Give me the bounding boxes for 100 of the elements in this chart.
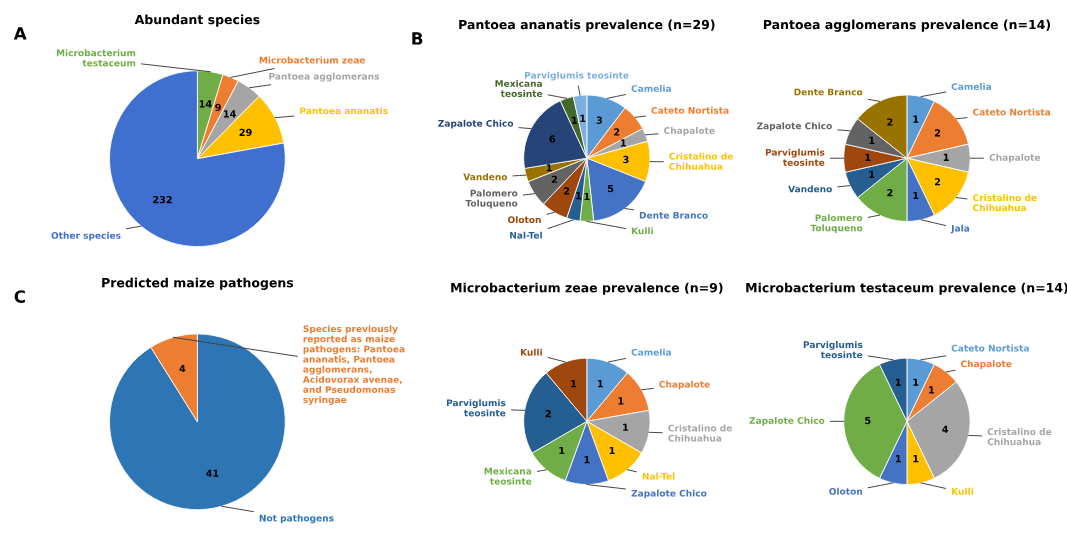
data-label: 1 <box>572 116 578 124</box>
data-label: 6 <box>549 135 556 143</box>
slice-label: Pantoea ananatis <box>300 107 388 115</box>
data-label: 1 <box>913 191 919 200</box>
slice-label: Vandeno <box>788 185 832 193</box>
data-label: 2 <box>614 128 620 136</box>
slice-label: Microbacterium zeae <box>259 56 366 64</box>
data-label: 2 <box>564 187 570 195</box>
chart-title: Microbacterium zeae prevalence (n=9) <box>451 282 723 295</box>
data-label: 1 <box>913 378 919 386</box>
slice-label: Oloton <box>829 487 863 495</box>
slice-label: Oloton <box>507 216 541 224</box>
data-label: 3 <box>623 155 629 164</box>
text: C <box>14 290 25 303</box>
slice-label: Other species <box>51 231 121 241</box>
data-label: 1 <box>865 153 871 161</box>
slice-label: Not pathogens <box>259 514 334 524</box>
slice-label: Zapalote Chico <box>631 489 707 499</box>
data-label: 1 <box>597 380 603 388</box>
slice-label: Camelia <box>631 348 671 356</box>
chart-title: Pantoea agglomerans prevalence (n=14) <box>763 19 1050 32</box>
slice-label: Parviglumis teosinte <box>765 148 825 166</box>
data-label: 1 <box>609 446 615 455</box>
data-label: 2 <box>887 118 893 126</box>
slice-label: Dente Branco <box>639 211 708 219</box>
data-label: 41 <box>206 469 219 477</box>
data-label: 14 <box>223 110 236 118</box>
slice-label: Parviglumis teosinte <box>446 399 506 417</box>
slice-label: Cristalino de Chihuahua <box>972 194 1037 212</box>
slice-label: Camelia <box>631 84 671 92</box>
data-label: 4 <box>942 425 949 433</box>
data-label: 1 <box>546 164 552 172</box>
slice-label: Cristalino de Chihuahua <box>987 428 1052 446</box>
data-label: 1 <box>580 114 586 122</box>
data-label: 1 <box>584 192 590 201</box>
data-label: 5 <box>607 184 614 193</box>
slice-label: Dente Branco <box>794 88 863 96</box>
slice-label: Zapalote Chico <box>756 122 832 132</box>
data-label: 1 <box>869 170 875 178</box>
slice-label: Chapalote <box>989 153 1041 163</box>
data-label: 9 <box>215 103 221 112</box>
data-label: 1 <box>576 192 582 200</box>
data-label: 1 <box>913 115 919 123</box>
data-label: 4 <box>179 365 186 373</box>
slice-label: Cristalino de Chihuahua <box>669 152 733 170</box>
chart-title: Pantoea ananatis prevalence (n=29) <box>459 19 715 32</box>
slice-label: Jala <box>950 224 970 234</box>
slice-label: Parviglumis teosinte <box>803 341 863 359</box>
slice-label: Species previously reported as maize pathogens: Pantoea ananatis, Pantoea agglomerans, Acidovorax avenae, and Pseudomonas syringae <box>302 325 405 405</box>
data-label: 2 <box>934 129 941 137</box>
slice-label: Cateto Nortista <box>951 344 1029 352</box>
data-label: 2 <box>887 188 893 197</box>
data-label: 1 <box>943 153 949 161</box>
slice-label: Nal-Tel <box>510 231 542 239</box>
data-label: 1 <box>623 423 629 431</box>
data-label: 1 <box>584 456 590 464</box>
data-label: 29 <box>239 128 252 137</box>
text: A <box>13 27 27 40</box>
data-label: 2 <box>934 178 941 186</box>
slice-label: Chapalote <box>960 360 1012 369</box>
data-label: 1 <box>620 139 626 147</box>
slice-label: Vandeno <box>463 173 508 181</box>
data-label: 1 <box>929 386 935 394</box>
data-label: 5 <box>865 416 871 425</box>
slice-label: Palomero Toluqueno <box>465 189 518 209</box>
slice-label: Cateto Nortista <box>972 108 1051 116</box>
data-label: 14 <box>199 100 212 108</box>
slice-label: Kulli <box>520 348 542 356</box>
slice-label: Kulli <box>631 227 653 235</box>
slice-label: Kulli <box>952 487 973 495</box>
data-label: 3 <box>596 116 602 124</box>
slice-label: Chapalote <box>659 380 710 390</box>
slice-label: Pantoea agglomerans <box>269 72 380 82</box>
data-label: 1 <box>559 446 565 455</box>
slice-label: Palomero Toluqueno <box>810 214 863 234</box>
slice-label: Chapalote <box>664 126 715 136</box>
data-label: 1 <box>571 380 577 388</box>
slice-label: Camelia <box>951 83 991 90</box>
slice-label: Parviglumis teosinte <box>524 71 629 81</box>
text: B <box>412 32 423 45</box>
slice-label: Zapalote Chico <box>749 416 825 426</box>
data-label: 2 <box>551 175 557 183</box>
slice-label: Mexicana teosinte <box>484 467 532 485</box>
data-label: 1 <box>869 136 875 144</box>
slice-label: Nal-Tel <box>642 472 675 480</box>
data-label: 1 <box>913 455 919 463</box>
data-label: 1 <box>895 455 901 463</box>
slice-label: Microbacterium testaceum <box>56 49 136 67</box>
data-label: 1 <box>618 397 624 405</box>
slice-label: Cateto Nortista <box>651 106 729 114</box>
slice-label: Mexicana teosinte <box>495 79 543 98</box>
pie-slice <box>109 333 286 511</box>
chart-title: Microbacterium testaceum prevalence (n=14) <box>746 282 1067 295</box>
data-label: 1 <box>895 378 901 386</box>
slice-label: Zapalote Chico <box>438 119 514 129</box>
data-label: 2 <box>545 410 551 418</box>
chart-title: Abundant species <box>134 14 260 27</box>
data-label: 232 <box>153 195 172 204</box>
slice-label: Cristalino de Chihuahua <box>668 424 732 442</box>
chart-title: Predicted maize pathogens <box>102 277 294 290</box>
